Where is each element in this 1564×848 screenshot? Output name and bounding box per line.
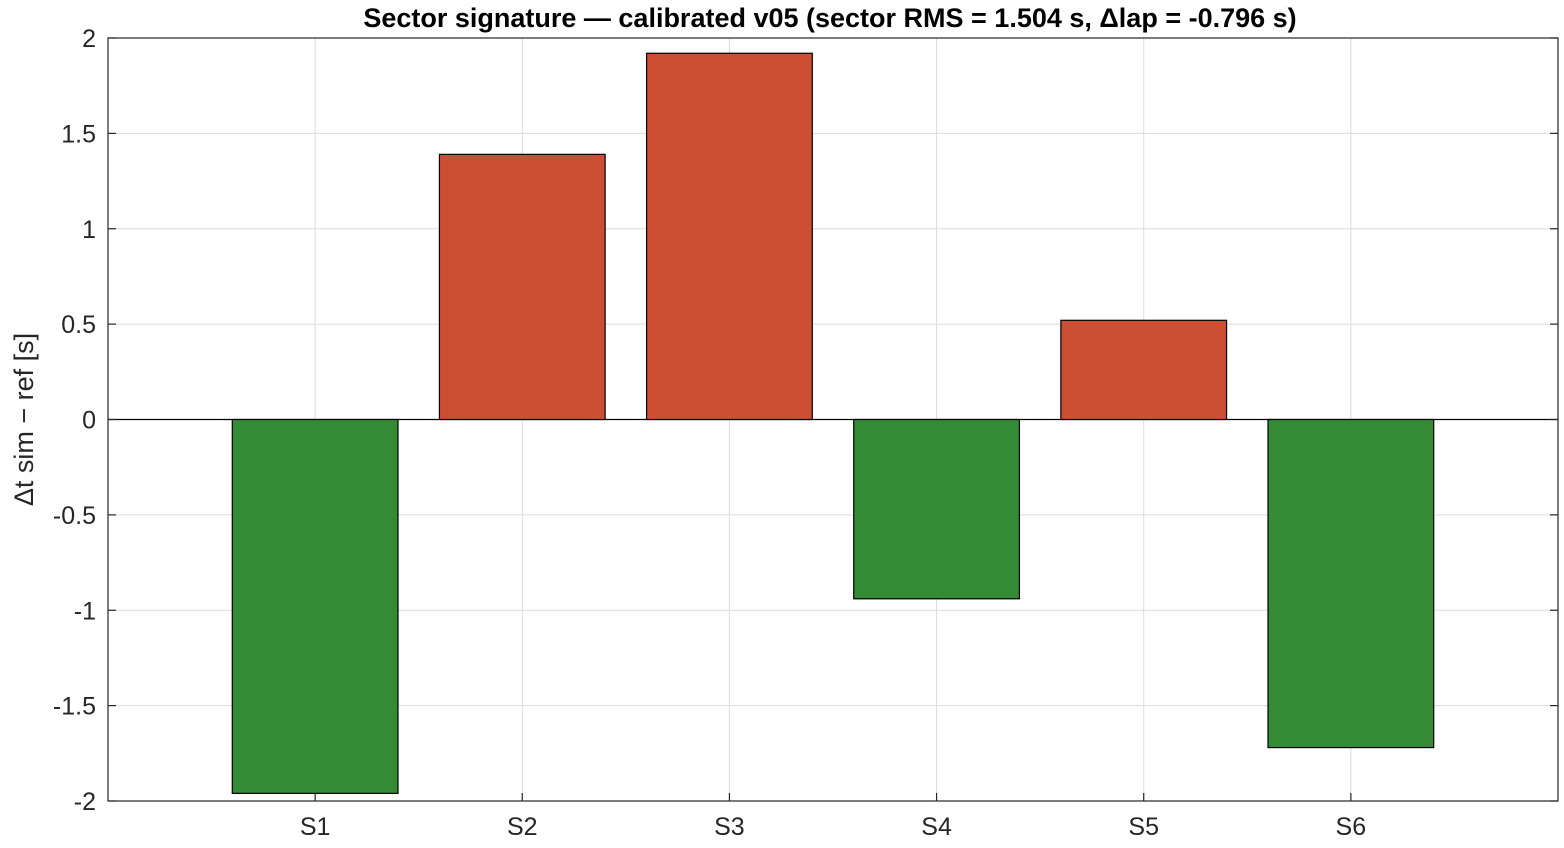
y-tick-label: 0.5 — [61, 311, 96, 339]
y-axis-label: Δt sim − ref [s] — [9, 333, 39, 506]
bar-s2 — [438, 153, 606, 421]
y-tick-label: -1.5 — [53, 693, 96, 721]
bar-s4 — [853, 418, 1021, 600]
x-tick-label: S1 — [300, 813, 331, 841]
y-tick-label: -0.5 — [53, 502, 96, 530]
x-tick-label: S4 — [921, 813, 952, 841]
x-tick-label: S6 — [1336, 813, 1367, 841]
bars — [231, 52, 1435, 794]
y-tick-label: 2 — [82, 25, 96, 53]
x-tick-labels: S1 S2 S3 S4 S5 S6 — [300, 793, 1366, 841]
x-tick-label: S5 — [1128, 813, 1159, 841]
y-tick-label: -1 — [74, 597, 96, 625]
x-tick-label: S2 — [507, 813, 538, 841]
bar-s1 — [231, 418, 399, 794]
chart-title: Sector signature — calibrated v05 (secto… — [363, 3, 1296, 33]
bar-s5 — [1060, 319, 1228, 421]
y-tick-labels: -2 -1.5 -1 -0.5 0 0.5 1 1.5 2 — [53, 25, 1558, 816]
x-tick-label: S3 — [714, 813, 745, 841]
bar-s3 — [645, 52, 813, 421]
y-tick-label: 1.5 — [61, 120, 96, 148]
bar-s6 — [1267, 418, 1435, 749]
y-tick-label: 0 — [82, 407, 96, 435]
y-tick-label: -2 — [74, 788, 96, 816]
y-tick-label: 1 — [82, 216, 96, 244]
